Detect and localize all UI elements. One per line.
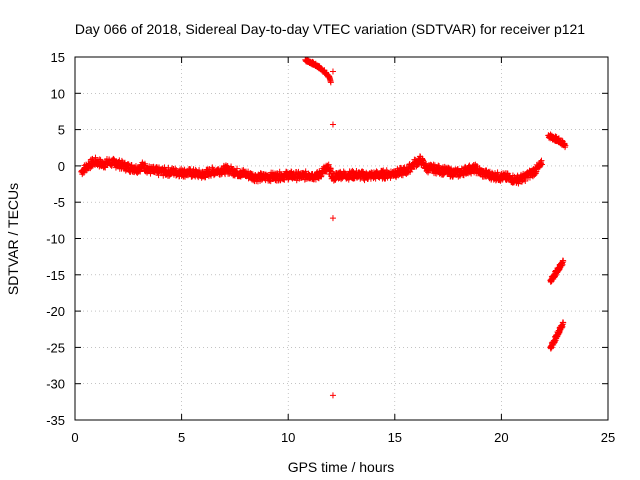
- data-point-main: [434, 164, 441, 171]
- data-point-main: [437, 169, 444, 176]
- x-tick-label: 20: [494, 430, 508, 445]
- y-tick-label: 5: [58, 123, 65, 138]
- data-point-main: [530, 169, 537, 176]
- y-tick-label: 10: [51, 86, 65, 101]
- data-point-main: [113, 158, 120, 165]
- data-point-main: [421, 162, 428, 169]
- data-point-main: [327, 168, 334, 175]
- data-point-outlier: [329, 392, 336, 399]
- data-point-main: [525, 174, 532, 181]
- data-point-main: [100, 163, 107, 170]
- data-point-outlier: [329, 215, 336, 222]
- y-tick-label: -15: [46, 268, 65, 283]
- data-point-main: [531, 168, 538, 175]
- data-point-main: [419, 159, 426, 166]
- data-point-main: [538, 161, 545, 168]
- data-point-main: [519, 177, 526, 184]
- y-tick-label: -35: [46, 413, 65, 428]
- data-point-tail: [560, 258, 567, 265]
- y-tick-label: 15: [51, 50, 65, 65]
- data-point-main: [358, 170, 365, 177]
- data-point-main: [142, 162, 149, 169]
- data-point-main: [404, 167, 411, 174]
- plot-frame: [74, 56, 609, 421]
- data-point-main: [535, 164, 542, 171]
- grid-layer: [75, 57, 608, 420]
- y-tick-label: -20: [46, 304, 65, 319]
- data-point-main: [326, 167, 333, 174]
- x-tick-label: 10: [281, 430, 295, 445]
- y-axis-title: SDTVAR / TECUs: [5, 183, 21, 295]
- data-point-main: [379, 173, 386, 180]
- data-point-main: [84, 164, 91, 171]
- y-tick-label: -30: [46, 377, 65, 392]
- points-layer: [78, 56, 569, 399]
- data-point-main: [315, 174, 322, 181]
- y-tick-label: -10: [46, 232, 65, 247]
- data-point-main: [83, 163, 90, 170]
- y-tick-label: -25: [46, 340, 65, 355]
- data-point-main: [370, 173, 377, 180]
- data-point-outlier: [329, 121, 336, 128]
- data-point-main: [388, 172, 395, 179]
- x-axis-title: GPS time / hours: [288, 459, 395, 475]
- x-tick-label: 25: [601, 430, 615, 445]
- ticks-layer: 0 5 10 15 20 25 15 10 5 0 -5 -10 -15 -20 -25 -30 -35: [46, 50, 615, 445]
- data-point-main: [196, 169, 203, 176]
- x-tick-label: 0: [71, 430, 78, 445]
- data-point-tail: [560, 319, 567, 326]
- data-point-main: [430, 161, 437, 168]
- chart-title: Day 066 of 2018, Sidereal Day-to-day VTE…: [75, 21, 585, 37]
- data-point-tail: [562, 142, 569, 149]
- data-point-main: [444, 166, 451, 173]
- data-point-main: [280, 171, 287, 178]
- y-tick-label: -5: [53, 195, 65, 210]
- x-tick-label: 15: [388, 430, 402, 445]
- data-point-main: [200, 173, 207, 180]
- data-point-outlier: [329, 68, 336, 75]
- data-point-main: [187, 168, 194, 175]
- x-tick-label: 5: [178, 430, 185, 445]
- data-point-arc: [327, 79, 334, 86]
- data-point-main: [237, 168, 244, 175]
- y-tick-label: 0: [58, 159, 65, 174]
- data-point-main: [131, 164, 138, 171]
- data-point-main: [333, 175, 340, 182]
